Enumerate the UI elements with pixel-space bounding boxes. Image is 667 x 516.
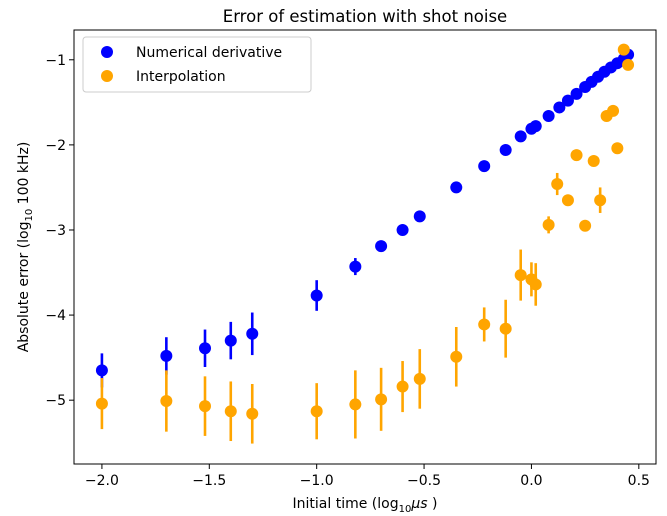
legend-label-interpolation: Interpolation xyxy=(136,69,226,85)
data-point xyxy=(224,405,237,418)
data-point xyxy=(607,104,620,117)
y-tick-label: −2 xyxy=(45,138,66,154)
data-point xyxy=(396,223,409,236)
data-point xyxy=(95,397,108,410)
data-point xyxy=(553,101,566,114)
x-tick-label: −1.5 xyxy=(192,473,226,489)
data-point xyxy=(375,240,388,253)
data-point xyxy=(594,194,607,207)
data-point xyxy=(413,210,426,223)
data-point xyxy=(561,94,574,107)
data-point xyxy=(224,334,237,347)
data-point xyxy=(349,260,362,273)
data-point xyxy=(570,149,583,162)
data-point xyxy=(310,405,323,418)
y-tick-label: −4 xyxy=(45,308,66,324)
data-point xyxy=(514,130,527,143)
data-point xyxy=(450,350,463,363)
y-tick-label: −3 xyxy=(45,223,66,239)
x-tick-label: 0.0 xyxy=(520,473,542,489)
data-point xyxy=(199,400,212,413)
legend-label-numerical-derivative: Numerical derivative xyxy=(136,45,282,61)
data-point xyxy=(551,178,564,191)
data-point xyxy=(542,218,555,231)
series-layer xyxy=(95,43,635,444)
data-point xyxy=(570,87,583,100)
data-point xyxy=(587,155,600,168)
data-point xyxy=(542,109,555,122)
data-point xyxy=(246,327,259,340)
plot-area xyxy=(73,29,657,465)
series-1 xyxy=(95,43,635,444)
data-point xyxy=(375,393,388,406)
data-point xyxy=(499,322,512,335)
data-point xyxy=(450,181,463,194)
y-axis-label: Absolute error (log10 100 kHz) xyxy=(16,142,35,353)
legend-marker-interpolation xyxy=(101,70,113,82)
data-point xyxy=(529,120,542,133)
data-point xyxy=(95,364,108,377)
x-tick-label: −2.0 xyxy=(85,473,119,489)
data-point xyxy=(199,342,212,355)
legend: Numerical derivative Interpolation xyxy=(82,36,312,93)
data-point xyxy=(622,58,635,71)
data-point xyxy=(579,219,592,232)
data-point xyxy=(396,380,409,393)
data-point xyxy=(514,269,527,282)
data-point xyxy=(160,395,173,408)
data-point xyxy=(611,142,624,155)
data-point xyxy=(478,160,491,173)
data-point xyxy=(529,278,542,291)
data-point xyxy=(246,407,259,420)
data-point xyxy=(160,349,173,362)
x-axis: −2.0 −1.5 −1.0 −0.5 0.0 0.5 xyxy=(85,464,650,489)
legend-marker-numerical-derivative xyxy=(101,46,113,58)
x-tick-label: 0.5 xyxy=(628,473,650,489)
data-point xyxy=(478,318,491,331)
data-point xyxy=(499,143,512,156)
y-tick-label: −5 xyxy=(45,393,66,409)
data-point xyxy=(561,194,574,207)
x-tick-label: −1.0 xyxy=(300,473,334,489)
x-tick-label: −0.5 xyxy=(407,473,441,489)
data-point xyxy=(310,289,323,302)
y-axis: −5 −4 −3 −2 −1 xyxy=(45,53,74,409)
x-axis-label: Initial time (log10μs ) xyxy=(293,496,438,515)
chart-title: Error of estimation with shot noise xyxy=(223,7,507,26)
legend-box xyxy=(82,36,312,93)
data-point xyxy=(413,372,426,385)
data-point xyxy=(349,398,362,411)
data-point xyxy=(617,43,630,56)
series-0 xyxy=(95,48,635,388)
y-tick-label: −1 xyxy=(45,53,66,69)
